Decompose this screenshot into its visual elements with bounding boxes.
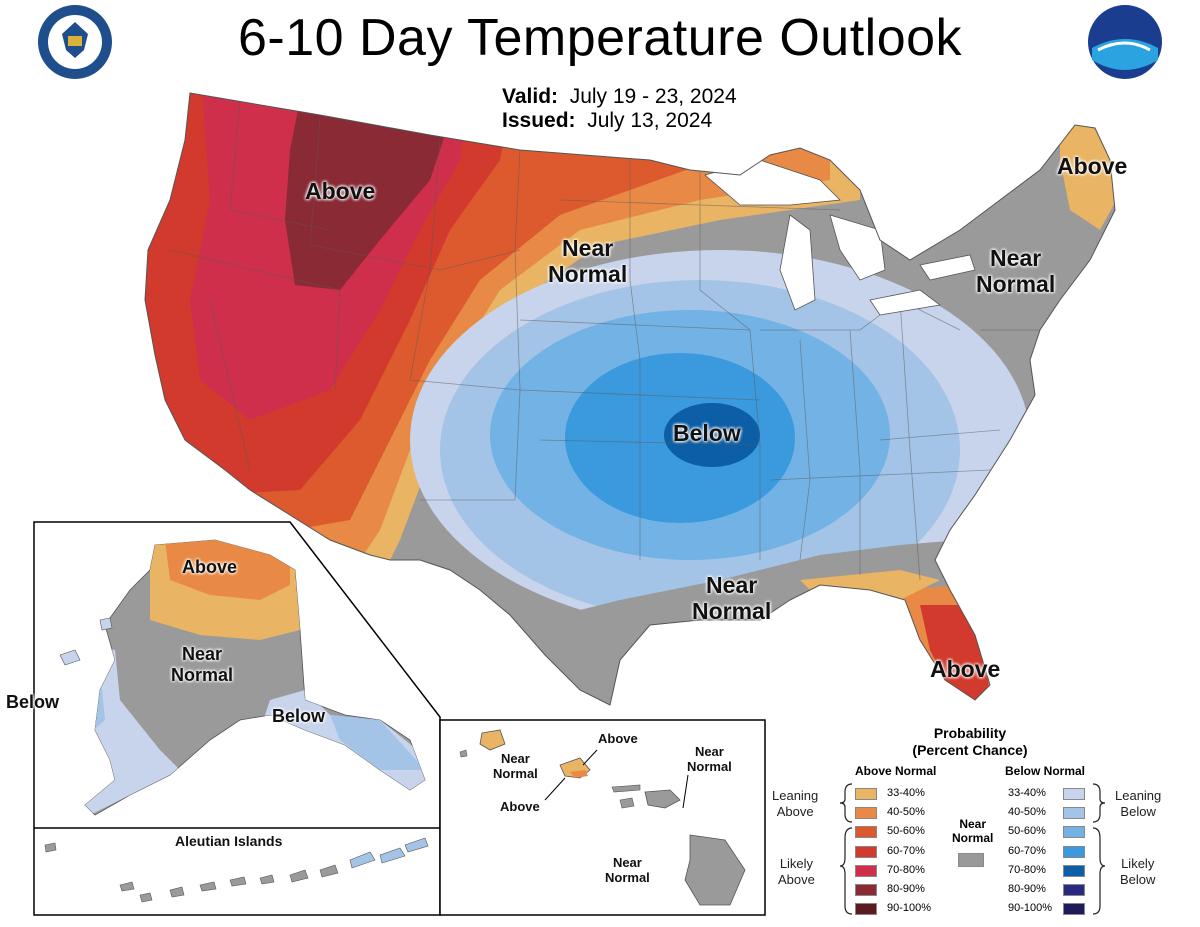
legend-range-above-0: 33-40% — [887, 787, 925, 799]
hawaii-inset — [439, 719, 766, 916]
valid-label: Valid: — [502, 85, 559, 108]
label-hi-near-normal-kauai: Near Normal — [493, 751, 538, 781]
legend-range-above-6: 90-100% — [887, 902, 932, 915]
page-title: 6-10 Day Temperature Outlook — [237, 9, 963, 67]
legend-swatch-above-1 — [855, 807, 877, 820]
legend-swatch-above-0 — [855, 788, 877, 800]
legend-swatch-below-1 — [1063, 807, 1085, 820]
label-hi-above-bottom: Above — [500, 799, 540, 814]
legend-likely-below: Likely Below — [1120, 856, 1156, 888]
legend-near-header: Near Normal — [952, 817, 994, 845]
issued-label: Issued: — [502, 109, 576, 132]
legend-swatch-above-4 — [855, 864, 877, 877]
label-near-normal-northeast: Near Normal — [976, 245, 1056, 298]
legend-below-header: Below Normal — [1005, 764, 1086, 778]
legend-range-below-4: 70-80% — [1008, 863, 1046, 876]
label-above-northwest: Above — [305, 178, 376, 204]
legend-range-below-3: 60-70% — [1008, 844, 1046, 857]
legend-range-above-3: 60-70% — [887, 844, 925, 857]
legend-title: Probability (Percent Chance) — [912, 725, 1028, 758]
label-above-maine: Above — [1057, 153, 1128, 179]
legend-swatch-below-4 — [1063, 864, 1085, 877]
issued-line: Issued: July 13, 2024 — [502, 109, 712, 133]
label-below-central: Below — [673, 420, 741, 446]
legend-range-above-4: 70-80% — [887, 863, 925, 876]
label-above-florida: Above — [930, 656, 1001, 682]
alaska-inset — [33, 521, 441, 916]
label-hi-near-normal-maui: Near Normal — [687, 744, 732, 774]
legend-swatch-below-0 — [1063, 788, 1085, 800]
label-ak-above: Above — [182, 557, 238, 577]
label-near-normal-plains: Near Normal — [548, 235, 628, 288]
label-ak-near-normal: Near Normal — [171, 644, 234, 685]
legend-swatch-below-2 — [1063, 826, 1085, 839]
legend-swatch-above-2 — [855, 826, 877, 839]
legend-likely-above: Likely Above — [778, 856, 815, 888]
legend-range-above-1: 40-50% — [887, 806, 925, 819]
legend-range-below-5: 80-90% — [1008, 883, 1046, 895]
above-80-90 — [285, 100, 450, 290]
legend-range-above-5: 80-90% — [887, 883, 925, 895]
legend-near-swatch — [958, 853, 984, 867]
legend-range-below-0: 33-40% — [1008, 787, 1046, 799]
legend-above-header: Above Normal — [855, 764, 937, 778]
legend-swatch-above-5 — [855, 884, 877, 896]
label-near-normal-gulf: Near Normal — [692, 572, 772, 625]
commerce-seal-logo — [38, 5, 112, 79]
issued-date: July 13, 2024 — [587, 109, 713, 132]
below-70-80 — [664, 403, 760, 467]
legend-swatch-below-3 — [1063, 845, 1085, 858]
legend-leaning-below: Leaning Below — [1115, 788, 1162, 820]
label-hi-near-normal-big-island: Near Normal — [605, 855, 650, 885]
noaa-logo — [1088, 5, 1162, 79]
label-ak-below-southeast: Below — [272, 706, 326, 726]
label-hi-above-top: Above — [598, 731, 638, 746]
legend-leaning-above: Leaning Above — [772, 788, 819, 820]
label-aleutian-islands: Aleutian Islands — [175, 833, 283, 849]
legend-range-below-1: 40-50% — [1008, 806, 1046, 819]
legend-range-above-2: 50-60% — [887, 825, 925, 838]
legend-swatch-below-6 — [1063, 903, 1085, 916]
legend-swatch-above-6 — [855, 903, 877, 916]
valid-dates: July 19 - 23, 2024 — [569, 85, 737, 108]
legend-range-below-6: 90-100% — [1008, 902, 1053, 915]
legend-swatch-above-3 — [855, 845, 877, 858]
valid-line: Valid: July 19 - 23, 2024 — [502, 85, 737, 109]
legend-swatch-below-5 — [1063, 884, 1085, 896]
legend-range-below-2: 50-60% — [1008, 825, 1046, 838]
label-ak-below-west: Below — [6, 692, 60, 712]
